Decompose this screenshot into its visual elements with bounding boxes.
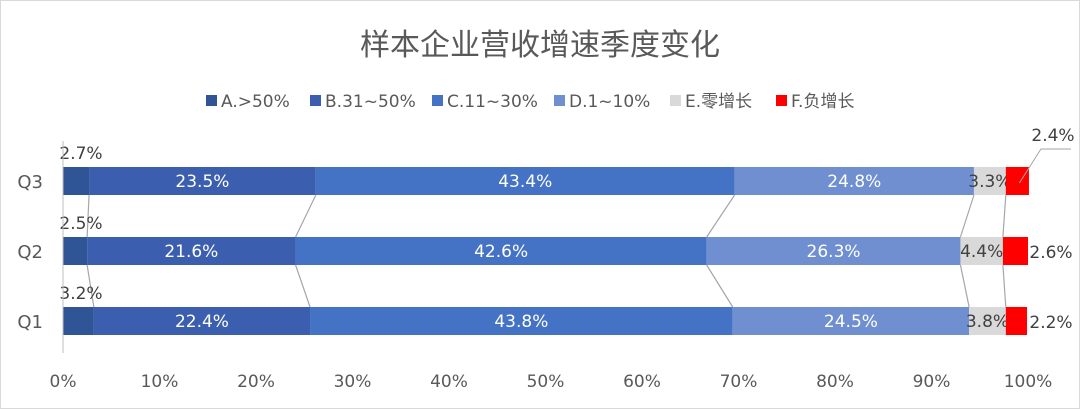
legend-label: F.负增长 [791,92,854,112]
x-tick-label: 80% [816,372,854,392]
series-line [86,264,95,308]
bar-segment [87,237,296,265]
x-tick-label: 30% [334,372,372,392]
bar-segment [310,307,733,335]
series-line [1002,264,1007,308]
legend: A.>50% B.31~50% C.11~30% D.1~10% E.零增长 F.负增长 [206,92,854,112]
bar-segment [973,167,1006,195]
series-line [706,264,734,308]
legend-swatch [670,95,681,106]
data-label: 42.6% [474,242,528,262]
data-label: 24.8% [827,172,881,192]
legend-label: A.>50% [221,92,290,112]
bar-segment [89,167,316,195]
series-line [86,194,90,238]
x-tick-label: 20% [237,372,275,392]
leader-line [1018,148,1071,184]
bar-segment [960,237,1003,265]
series-line [1002,194,1007,238]
legend-label: D.1~10% [569,92,650,112]
data-label: 43.4% [498,172,552,192]
legend-swatch [554,95,565,106]
series-line [294,264,311,308]
x-axis: 0% 10% 20% 30% 40% 50% 60% 70% 80% 90% 100% [50,141,1053,392]
x-tick-label: 50% [527,372,565,392]
bar-segment [1005,307,1028,335]
data-label: 2.6% [1029,243,1072,263]
legend-swatch [432,95,443,106]
bar-segment [969,307,1006,335]
data-label: 21.6% [164,242,218,262]
legend-label: C.11~30% [447,92,538,112]
bars: Q3 2.7% 23.5% 43.4% 24.8% 3.3% 2.4% Q2 2.5% 21.6%… [17,126,1075,335]
bar-segment [295,237,707,265]
series-line [706,194,736,238]
bar-segment [734,167,974,195]
x-tick-label: 100% [1004,372,1053,392]
x-tick-label: 40% [430,372,468,392]
data-label: 3.2% [59,284,102,304]
bar-segment [63,167,90,195]
series-line [959,264,970,308]
data-label: 3.8% [966,312,1009,332]
data-label: 43.8% [494,312,548,332]
legend-label: B.31~50% [325,92,416,112]
legend-swatch [310,95,321,106]
bar-segment [1005,167,1029,195]
x-tick-label: 10% [141,372,179,392]
series-line [295,194,317,238]
legend-label: E.零增长 [685,92,752,112]
data-label: 22.4% [175,312,229,332]
series-lines [86,194,1007,308]
chart-title: 样本企业营收增速季度变化 [360,28,720,63]
legend-swatch [206,95,217,106]
bar-segment [706,237,961,265]
category-label: Q1 [17,312,43,333]
bar-segment [1002,237,1028,265]
bar-segment [63,237,88,265]
series-line [959,194,975,238]
data-label: 26.3% [807,242,861,262]
legend-swatch [776,95,787,106]
category-label: Q3 [17,172,43,193]
bar-segment [732,307,970,335]
data-label: 3.3% [968,172,1011,192]
bar-segment [63,307,94,335]
data-label: 2.7% [59,144,102,164]
data-label: 2.4% [1031,126,1074,146]
x-tick-label: 60% [623,372,661,392]
x-tick-label: 0% [50,372,77,392]
category-label: Q2 [17,242,43,263]
data-label: 2.2% [1029,313,1072,333]
x-tick-label: 90% [913,372,951,392]
bar-segment [93,307,311,335]
data-label: 23.5% [175,172,229,192]
data-label: 24.5% [824,312,878,332]
data-label: 4.4% [960,242,1003,262]
x-tick-label: 70% [720,372,758,392]
bar-segment [315,167,735,195]
data-label: 2.5% [59,214,102,234]
